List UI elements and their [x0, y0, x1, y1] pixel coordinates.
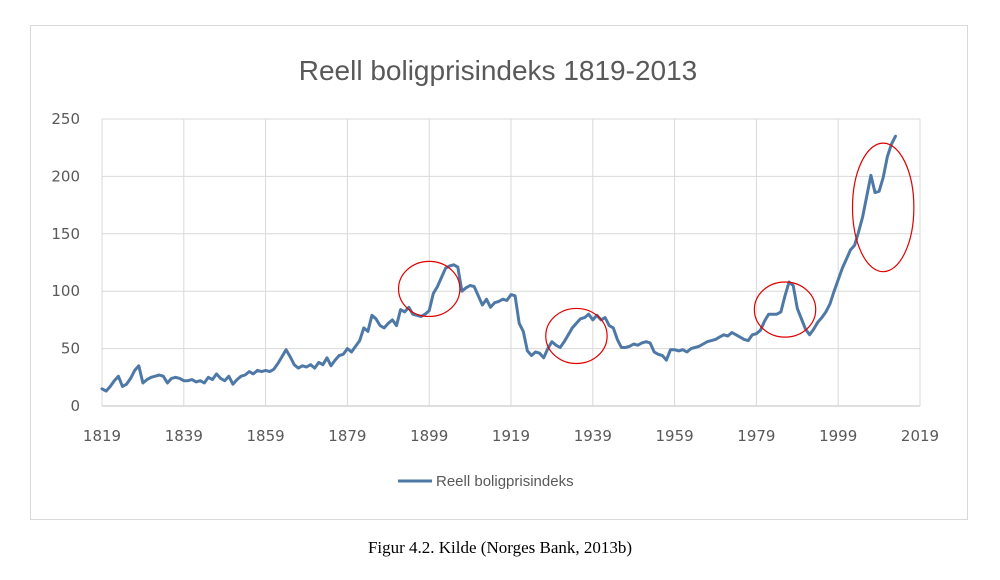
- x-tick-label: 1859: [247, 427, 285, 445]
- x-tick-label: 2019: [901, 427, 939, 445]
- x-tick-label: 1939: [574, 427, 612, 445]
- series-group: [100, 134, 897, 393]
- x-tick-label: 1819: [83, 427, 121, 445]
- x-tick-label: 1999: [819, 427, 857, 445]
- y-tick-label: 250: [51, 110, 80, 128]
- x-tick-label: 1879: [328, 427, 366, 445]
- series-line: [100, 134, 897, 393]
- grid-lines: [101, 118, 921, 407]
- x-tick-label: 1899: [410, 427, 448, 445]
- y-tick-label: 100: [51, 282, 80, 300]
- y-tick-label: 50: [61, 340, 80, 358]
- chart-title: Reell boligprisindeks 1819-2013: [299, 55, 697, 86]
- x-tick-label: 1979: [737, 427, 775, 445]
- annotation-circles: [397, 142, 915, 365]
- highlight-circle: [545, 307, 608, 365]
- highlight-circle: [753, 281, 817, 338]
- y-tick-labels: 0 50 100 150 200 250: [51, 110, 80, 415]
- legend: Reell boligprisindeks: [398, 473, 574, 490]
- y-tick-label: 0: [70, 397, 80, 415]
- chart-frame: [30, 25, 968, 520]
- figure-caption: Figur 4.2. Kilde (Norges Bank, 2013b): [367, 538, 633, 557]
- x-tick-label: 1919: [492, 427, 530, 445]
- x-tick-labels: 1819 1839 1859 1879 1899 1919 1939 1959 1979 1999…: [83, 427, 939, 445]
- y-tick-label: 150: [51, 225, 80, 243]
- highlight-circle: [397, 260, 461, 318]
- y-tick-label: 200: [51, 167, 80, 185]
- x-tick-label: 1959: [656, 427, 694, 445]
- legend-label: Reell boligprisindeks: [436, 473, 574, 490]
- highlight-circle: [851, 142, 915, 273]
- x-tick-label: 1839: [165, 427, 203, 445]
